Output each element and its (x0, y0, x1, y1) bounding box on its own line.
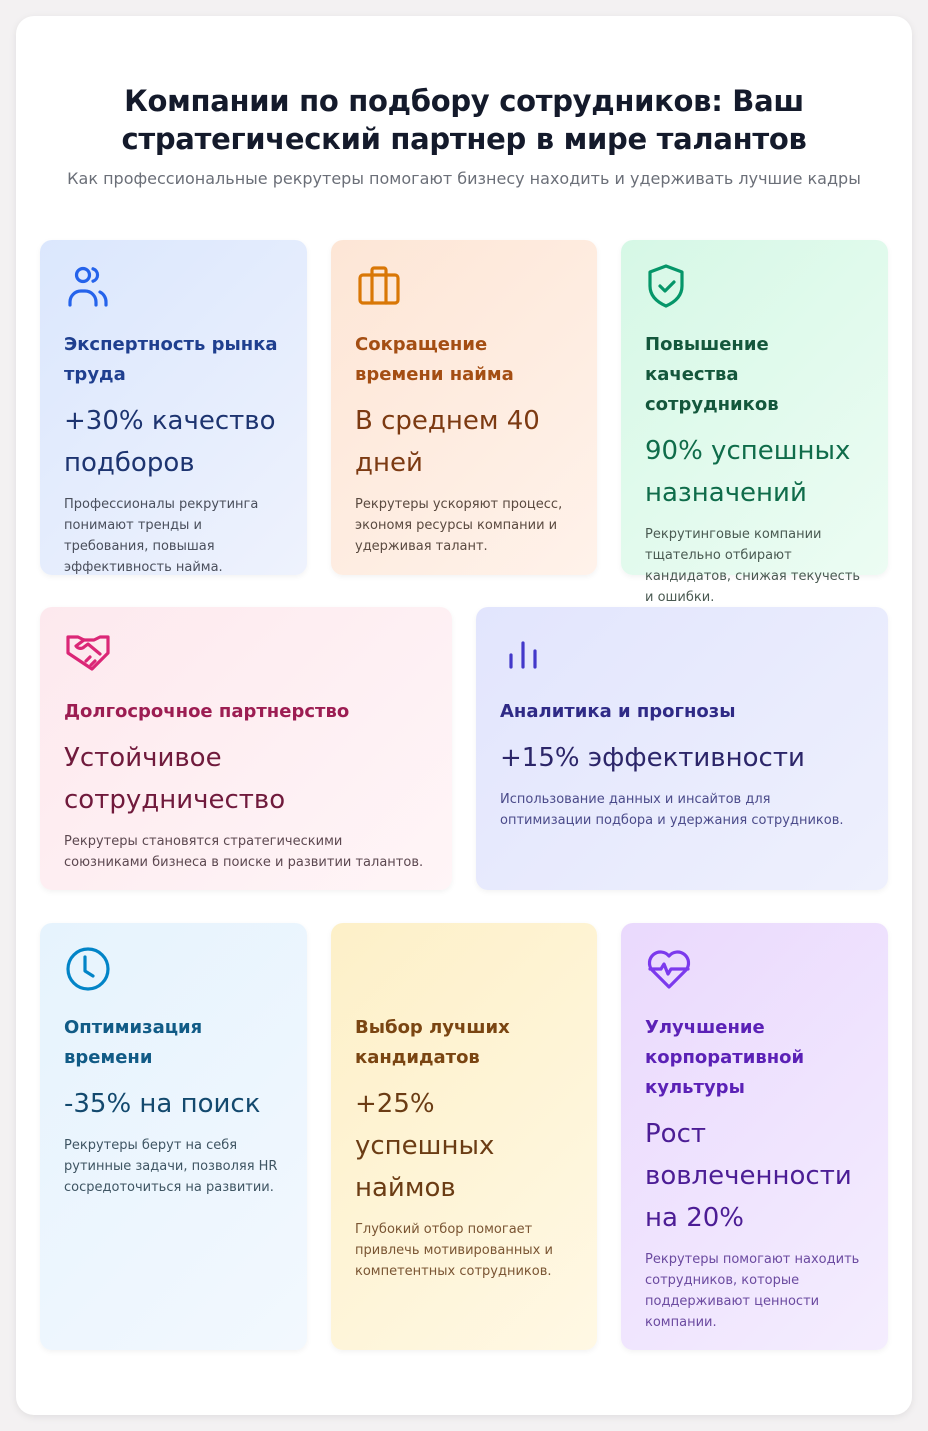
briefcase-icon (355, 262, 403, 310)
card-corporate-culture: Улучшение корпоративной культуры Рост во… (621, 923, 888, 1350)
card-market-expertise: Экспертность рынка труда +30% качество п… (40, 240, 307, 575)
card-description: Рекрутеры становятся стратегическими сою… (64, 834, 424, 870)
shield-check-icon (645, 262, 693, 310)
card-metric: -35% на поиск (64, 1089, 261, 1119)
users-icon (64, 262, 112, 310)
card-heading: Повышение качества сотрудников (645, 334, 779, 415)
page-subtitle: Как профессиональные рекрутеры помогают … (67, 169, 861, 188)
clock-icon (64, 945, 112, 993)
card-metric: В среднем 40 дней (355, 406, 540, 478)
card-description: Рекрутеры ускоряют процесс, экономя ресу… (355, 497, 563, 554)
card-heading: Долгосрочное партнерство (64, 701, 350, 722)
card-metric: Рост вовлеченности на 20% (645, 1119, 852, 1233)
heart-pulse-icon (645, 945, 693, 993)
card-heading: Улучшение корпоративной культуры (645, 1017, 805, 1098)
handshake-icon (64, 629, 112, 677)
card-description: Глубокий отбор помогает привлечь мотивир… (355, 1222, 553, 1279)
card-analytics: Аналитика и прогнозы +15% эффективности … (476, 607, 888, 890)
card-metric: +15% эффективности (500, 743, 805, 773)
bar-chart-icon (500, 629, 548, 677)
card-best-candidates: Выбор лучших кандидатов +25% успешных на… (331, 923, 597, 1350)
card-heading: Выбор лучших кандидатов (355, 1017, 510, 1068)
page-title: Компании по подбору сотрудников: Ваш стр… (121, 84, 807, 156)
empty-icon-slot (355, 945, 403, 993)
card-metric: 90% успешных назначений (645, 436, 851, 508)
card-heading: Оптимизация времени (64, 1017, 203, 1068)
card-heading: Экспертность рынка труда (64, 334, 278, 385)
card-metric: +25% успешных наймов (355, 1089, 495, 1203)
card-description: Профессионалы рекрутинга понимают тренды… (64, 497, 259, 575)
card-long-term-partnership: Долгосрочное партнерство Устойчивое сотр… (40, 607, 452, 890)
card-metric: Устойчивое сотрудничество (64, 743, 286, 815)
card-metric: +30% качество подборов (64, 406, 276, 478)
card-time-optimization: Оптимизация времени -35% на поиск Рекрут… (40, 923, 307, 1350)
card-description: Использование данных и инсайтов для опти… (500, 792, 844, 828)
card-description: Рекрутеры берут на себя рутинные задачи,… (64, 1138, 278, 1195)
card-hiring-time: Сокращение времени найма В среднем 40 дн… (331, 240, 597, 575)
card-heading: Сокращение времени найма (355, 334, 514, 385)
card-heading: Аналитика и прогнозы (500, 701, 736, 722)
infographic-page: Компании по подбору сотрудников: Ваш стр… (16, 16, 912, 1415)
card-description: Рекрутинговые компании тщательно отбираю… (645, 527, 861, 605)
card-employee-quality: Повышение качества сотрудников 90% успеш… (621, 240, 888, 605)
card-description: Рекрутеры помогают находить сотрудников,… (645, 1252, 860, 1330)
